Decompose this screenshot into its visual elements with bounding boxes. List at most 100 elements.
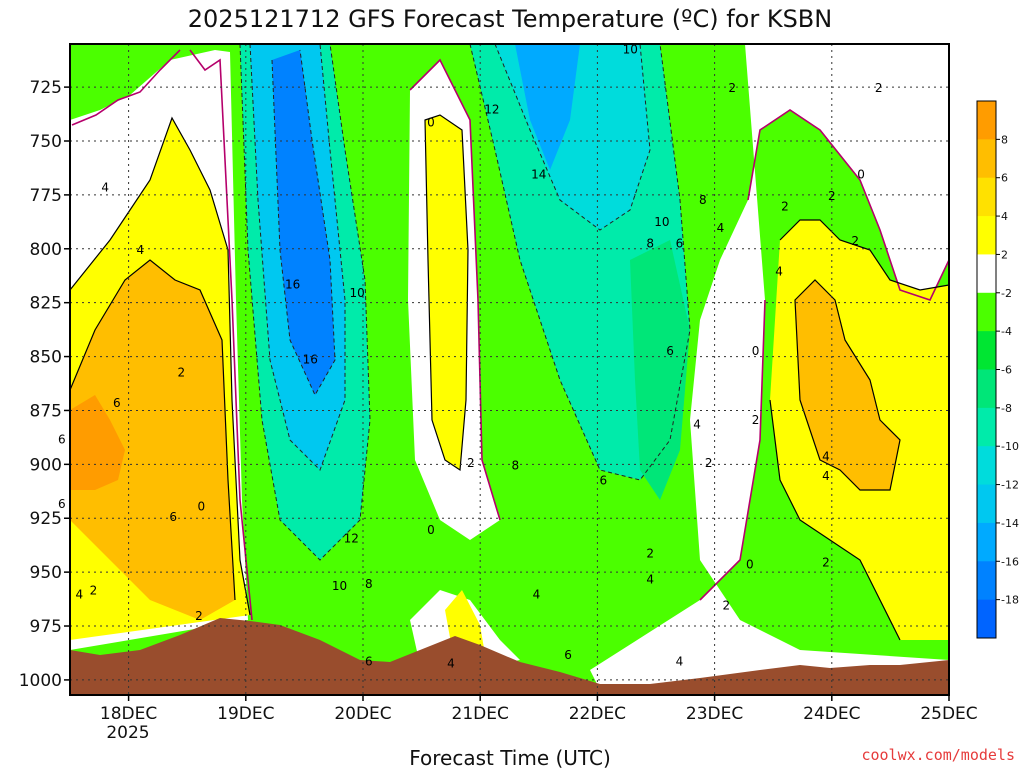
contour-value-label: 2 (728, 81, 736, 95)
contour-value-label: 4 (76, 588, 84, 602)
y-tick-label: 725 (30, 78, 62, 98)
contour-value-label: 0 (197, 499, 205, 513)
contour-value-label: 6 (113, 396, 121, 410)
colorbar-swatch (977, 177, 996, 217)
colorbar-swatch (977, 139, 996, 179)
field-green-22 (630, 240, 690, 500)
contour-value-label: 6 (169, 510, 177, 524)
colorbar-label: -14 (1001, 517, 1019, 530)
colorbar: 8 6 4 2 -2 -4 -6 -8 -10 -12 -14 -16 -18 (976, 100, 1019, 639)
colorbar-swatch (977, 101, 996, 140)
contour-value-label: 6 (564, 648, 572, 662)
field-darkorange-left (70, 395, 125, 490)
contour-value-label: 4 (822, 469, 830, 483)
contour-value-label: 12 (484, 103, 499, 117)
field-yellow-21 (425, 115, 468, 470)
contour-value-label: 2 (705, 456, 713, 470)
contour-dashed-21b (494, 44, 651, 231)
y-tick-label: 900 (30, 455, 62, 475)
y-tick-label: 800 (30, 240, 62, 260)
plot-frame (69, 43, 950, 696)
contour-lines (70, 44, 949, 641)
contour-value-label: 8 (512, 458, 520, 472)
contour-value-label: 2 (90, 583, 98, 597)
contour-value-label: 2 (646, 547, 654, 561)
contour-value-label: 0 (427, 116, 435, 130)
x-tick-label: 22DEC (569, 704, 626, 724)
contour-value-label: 2 (178, 366, 186, 380)
contour-value-label: 14 (531, 167, 546, 181)
x-axis: 18DEC 19DEC 20DEC 21DEC 22DEC 23DEC 24DEC 25DEC (100, 695, 978, 724)
contour-value-label: 10 (654, 215, 669, 229)
y-tick-label: 875 (30, 401, 62, 421)
x-tick-label: 20DEC (334, 704, 391, 724)
contour-2-21 (424, 114, 469, 472)
contour-value-label: 2 (722, 598, 730, 612)
contour-value-label: 8 (699, 193, 707, 207)
field-blue-21 (515, 44, 580, 170)
y-tick-label: 975 (30, 617, 62, 637)
x-tick-label: 24DEC (803, 704, 860, 724)
credit-text: coolwx.com/models (861, 746, 1015, 764)
contour-2-right (769, 219, 949, 641)
contour-4-left (70, 259, 236, 601)
x-tick-label: 25DEC (920, 704, 977, 724)
colorbar-swatch (977, 369, 996, 409)
contour-value-label: 2 (875, 81, 883, 95)
contour-value-label: 8 (365, 577, 373, 591)
colorbar-label: -10 (1001, 440, 1019, 453)
y-tick-label: 925 (30, 509, 62, 529)
contour-dashed-21a (469, 44, 691, 481)
y-tick-label: 775 (30, 186, 62, 206)
contour-value-label: 12 (344, 532, 359, 546)
colorbar-label: -4 (1001, 325, 1012, 338)
x-axis-title: Forecast Time (UTC) (409, 746, 611, 768)
contour-value-label: 16 (285, 277, 300, 291)
contour-zero-right (699, 109, 949, 601)
colorbar-label: 4 (1001, 210, 1008, 223)
contour-value-label: 0 (752, 344, 760, 358)
colorbar-label: -12 (1001, 479, 1019, 492)
contour-value-label: 6 (58, 432, 66, 446)
contour-value-label: 2 (822, 555, 830, 569)
colorbar-swatch (977, 561, 996, 601)
y-tick-label: 825 (30, 294, 62, 314)
contour-4-right (794, 279, 901, 491)
colorbar-swatch (977, 407, 996, 447)
contour-value-label: 2 (467, 456, 475, 470)
field-orange-left (70, 260, 235, 620)
colorbar-swatch (977, 331, 996, 370)
contour-dashed-19b (249, 44, 346, 471)
colorbar-swatch (977, 254, 996, 294)
contour-value-label: 4 (447, 657, 455, 671)
colorbar-swatch (977, 292, 996, 332)
contour-value-label: 4 (101, 180, 109, 194)
contour-2-left (70, 116, 251, 616)
contour-value-label: 2 (195, 609, 203, 623)
x-year-label: 2025 (106, 723, 149, 743)
contour-value-label: 2 (851, 234, 859, 248)
colorbar-label: -18 (1001, 594, 1019, 607)
contour-value-label: 0 (746, 558, 754, 572)
contour-value-label: 4 (717, 221, 725, 235)
contour-value-label: 0 (857, 167, 865, 181)
contour-value-label: 4 (533, 588, 541, 602)
contour-value-label: 6 (666, 344, 674, 358)
colorbar-swatch (977, 216, 996, 255)
y-tick-label: 950 (30, 563, 62, 583)
contour-value-label: 4 (775, 264, 783, 278)
contour-value-label: 2 (781, 200, 789, 214)
colorbar-label: -8 (1001, 402, 1012, 415)
field-white-right (590, 44, 949, 695)
contour-value-label: 4 (676, 655, 684, 669)
colorbar-swatch (977, 599, 996, 639)
plot-area (70, 44, 949, 695)
colorbar-swatch (977, 522, 996, 562)
y-tick-label: 1000 (19, 671, 62, 691)
contour-value-label: 16 (303, 353, 318, 367)
contour-zero-left (71, 49, 181, 126)
contour-value-label: 10 (623, 42, 638, 56)
colorbar-swatch (977, 484, 996, 524)
contour-zero-left-2 (189, 49, 253, 621)
